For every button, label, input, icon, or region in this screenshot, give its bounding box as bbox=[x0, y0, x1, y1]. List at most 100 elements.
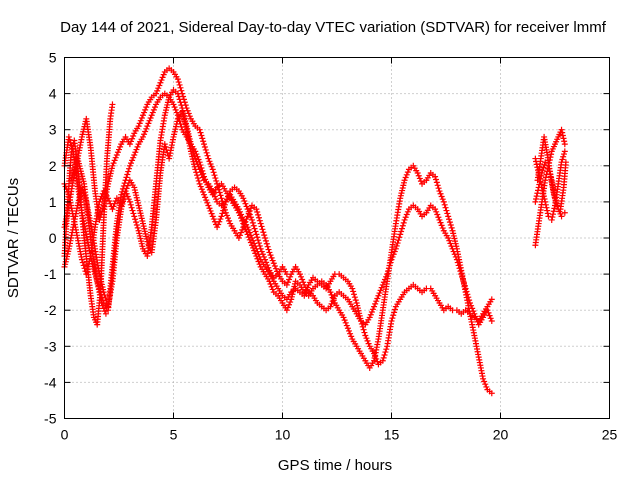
data-point bbox=[254, 209, 261, 216]
axis-ticks bbox=[64, 57, 610, 419]
data-point bbox=[262, 235, 269, 241]
data-point bbox=[439, 196, 446, 203]
data-point bbox=[437, 219, 444, 226]
data-point bbox=[542, 177, 549, 184]
data-point bbox=[117, 143, 124, 150]
data-point bbox=[352, 297, 359, 304]
data-point bbox=[488, 296, 495, 303]
data-point bbox=[360, 326, 367, 333]
data-point bbox=[68, 151, 75, 158]
data-point bbox=[151, 104, 158, 111]
data-point bbox=[253, 253, 260, 260]
data-point bbox=[271, 262, 278, 269]
data-point bbox=[239, 226, 246, 233]
data-point bbox=[208, 163, 215, 170]
data-point bbox=[110, 203, 117, 210]
data-point bbox=[344, 325, 351, 332]
data-point bbox=[328, 291, 335, 298]
data-point bbox=[270, 260, 277, 267]
data-point bbox=[351, 294, 358, 301]
data-point bbox=[404, 208, 411, 215]
data-point bbox=[125, 196, 132, 203]
data-point bbox=[186, 113, 193, 120]
data-point bbox=[417, 178, 424, 185]
data-point bbox=[195, 156, 202, 163]
data-point bbox=[435, 185, 442, 192]
data-point bbox=[219, 198, 226, 205]
data-point bbox=[236, 212, 243, 219]
data-point bbox=[196, 159, 203, 166]
data-point bbox=[246, 211, 253, 218]
data-point bbox=[283, 307, 290, 314]
data-point bbox=[197, 129, 204, 136]
data-point bbox=[260, 229, 267, 236]
data-point bbox=[262, 256, 269, 263]
data-point bbox=[204, 181, 211, 188]
data-point bbox=[200, 138, 207, 145]
data-point bbox=[129, 157, 136, 164]
tick-labels: 0 5 10 15 20 25 -5 -4 -3 -2 -1 0 1 2 3 4 5 bbox=[44, 50, 617, 443]
data-point bbox=[198, 132, 205, 139]
data-point bbox=[364, 337, 371, 344]
data-point bbox=[388, 318, 395, 325]
data-point bbox=[416, 175, 423, 182]
data-point bbox=[390, 312, 397, 319]
data-point bbox=[69, 171, 76, 178]
data-point bbox=[391, 306, 398, 313]
data-point bbox=[213, 196, 220, 203]
data-point bbox=[483, 383, 490, 390]
data-point bbox=[98, 299, 105, 306]
data-point bbox=[382, 349, 389, 356]
chart-title: Day 144 of 2021, Sidereal Day-to-day VTE… bbox=[60, 19, 607, 36]
data-point bbox=[560, 153, 567, 160]
data-point bbox=[238, 215, 245, 222]
data-point bbox=[144, 238, 151, 245]
data-point bbox=[299, 276, 306, 283]
data-point bbox=[199, 135, 206, 142]
x-axis-title: GPS time / hours bbox=[278, 457, 392, 474]
data-point bbox=[379, 357, 386, 364]
y-tick-label: -3 bbox=[44, 338, 57, 354]
data-point bbox=[216, 218, 223, 225]
data-point bbox=[389, 315, 396, 322]
data-point bbox=[173, 109, 180, 116]
data-point bbox=[66, 136, 73, 143]
data-point bbox=[300, 279, 307, 286]
data-point bbox=[287, 299, 294, 306]
data-point bbox=[160, 71, 167, 78]
data-point bbox=[100, 305, 107, 312]
data-point bbox=[170, 101, 177, 108]
data-point bbox=[371, 303, 378, 310]
data-point bbox=[146, 117, 153, 124]
data-point bbox=[327, 303, 334, 310]
data-point bbox=[129, 135, 136, 142]
x-tick-label: 15 bbox=[384, 427, 400, 443]
data-point bbox=[391, 309, 398, 316]
data-point bbox=[367, 311, 374, 318]
data-point bbox=[218, 195, 225, 202]
data-point bbox=[79, 259, 86, 266]
data-point bbox=[250, 244, 257, 251]
data-point bbox=[124, 171, 131, 178]
data-point bbox=[131, 151, 138, 158]
data-point bbox=[183, 105, 190, 112]
data-point bbox=[129, 207, 136, 214]
data-point bbox=[123, 185, 130, 192]
data-point bbox=[399, 222, 406, 229]
data-point bbox=[366, 314, 373, 321]
data-point bbox=[243, 216, 250, 223]
data-point bbox=[486, 312, 493, 319]
data-point bbox=[126, 198, 133, 205]
data-point bbox=[403, 211, 410, 218]
data-point bbox=[255, 240, 262, 247]
data-point bbox=[258, 223, 265, 230]
data-point bbox=[257, 245, 264, 252]
data-point bbox=[222, 198, 229, 205]
data-point bbox=[194, 172, 201, 179]
data-point bbox=[145, 120, 152, 127]
data-point bbox=[206, 158, 213, 165]
data-point bbox=[286, 276, 293, 283]
series-track-h bbox=[532, 148, 568, 223]
data-point bbox=[368, 309, 375, 316]
data-point bbox=[248, 216, 255, 223]
